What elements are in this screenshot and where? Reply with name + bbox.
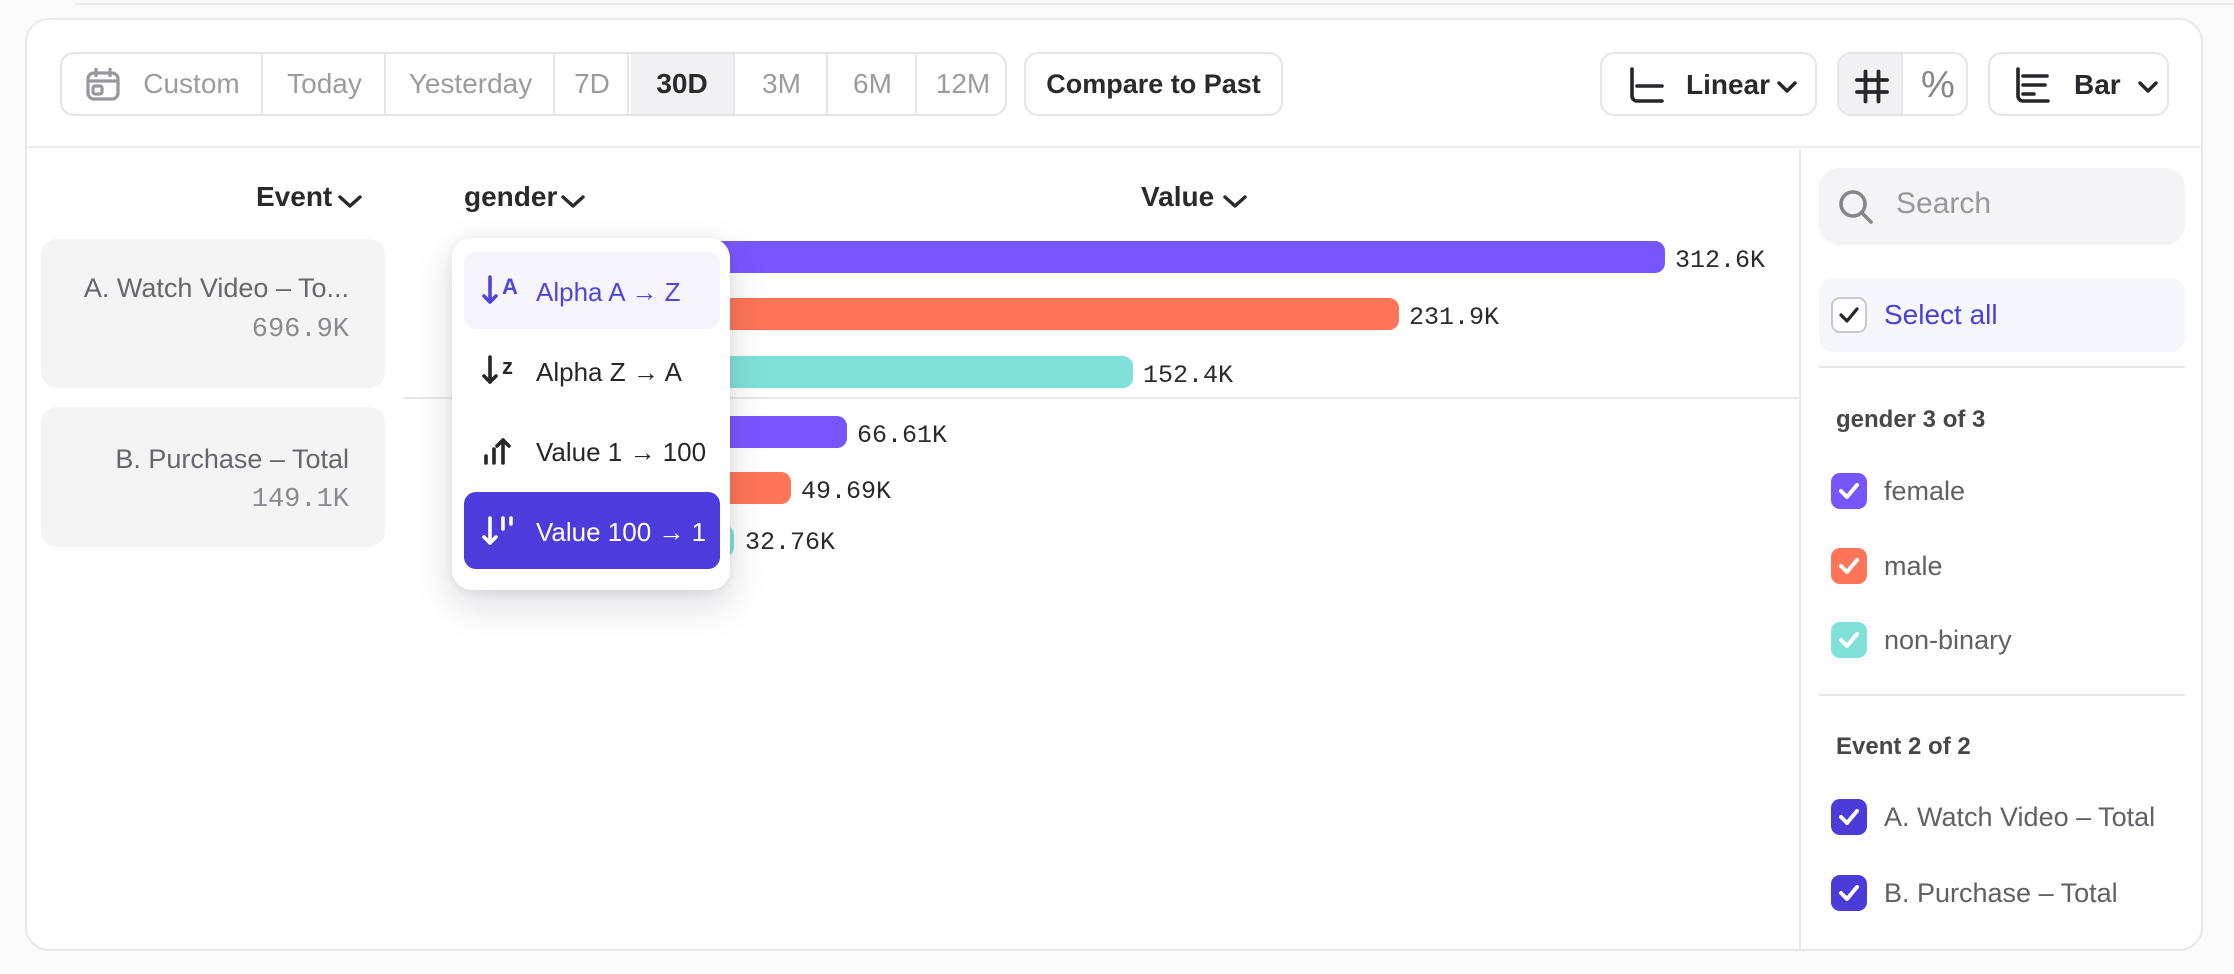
- svg-text:A: A: [502, 274, 518, 299]
- svg-text:z: z: [502, 354, 513, 379]
